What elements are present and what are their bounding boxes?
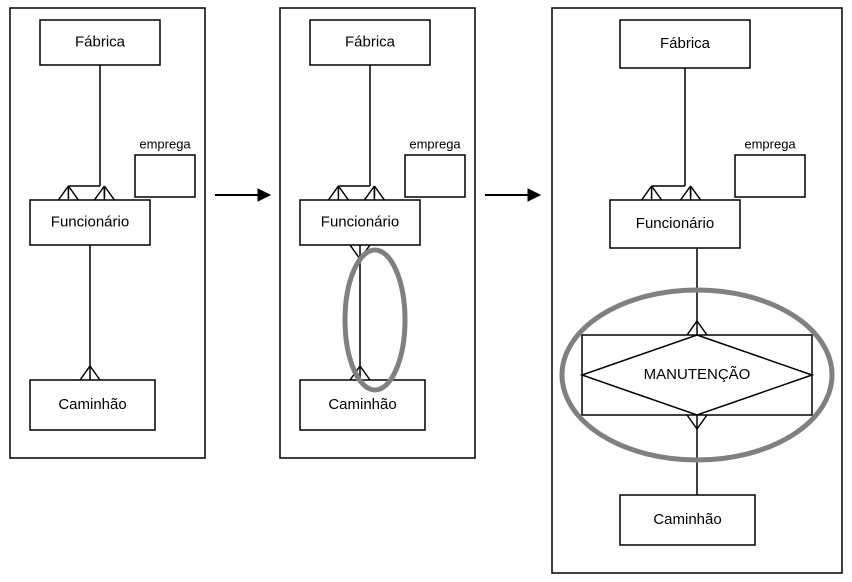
- emprega-box: [405, 155, 465, 197]
- caminhao-label: Caminhão: [653, 511, 721, 528]
- emprega-label: emprega: [409, 136, 461, 151]
- highlight-ellipse: [345, 250, 405, 390]
- funcionario-label: Funcionário: [51, 213, 129, 230]
- emprega-label: emprega: [139, 136, 191, 151]
- funcionario-label: Funcionário: [636, 215, 714, 232]
- fabrica-label: Fábrica: [345, 33, 396, 50]
- caminhao-label: Caminhão: [58, 396, 126, 413]
- fabrica-label: Fábrica: [75, 33, 126, 50]
- arrow-head: [258, 189, 270, 201]
- funcionario-label: Funcionário: [321, 213, 399, 230]
- emprega-label: emprega: [744, 136, 796, 151]
- emprega-box: [735, 155, 805, 197]
- emprega-box: [135, 155, 195, 197]
- fabrica-label: Fábrica: [660, 35, 711, 52]
- manutencao-label: MANUTENÇÃO: [644, 366, 751, 383]
- caminhao-label: Caminhão: [328, 396, 396, 413]
- arrow-head: [528, 189, 540, 201]
